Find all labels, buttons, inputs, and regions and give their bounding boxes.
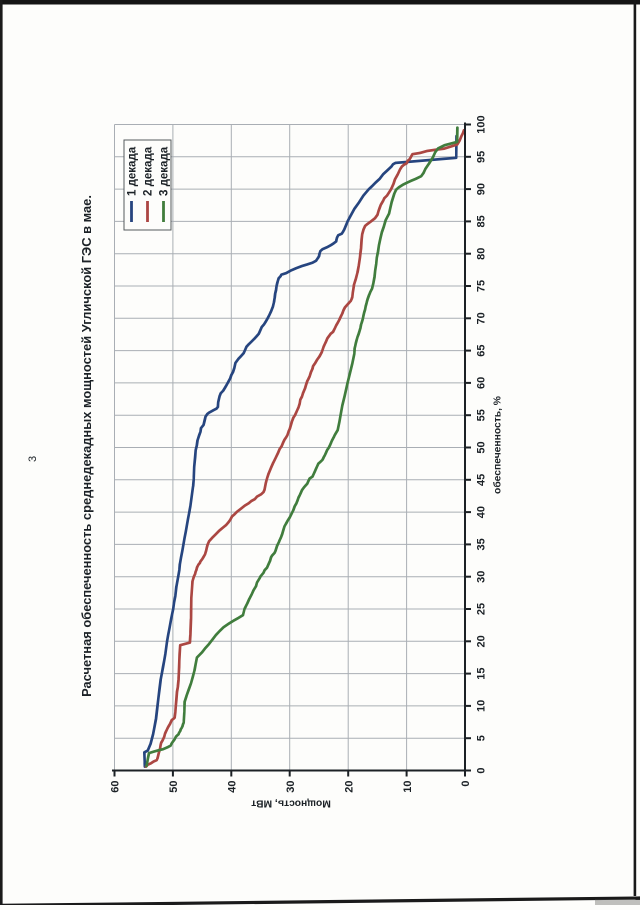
svg-text:Мощность, МВт: Мощность, МВт [251,798,331,809]
svg-text:55: 55 [476,409,488,421]
svg-text:3: 3 [27,456,39,462]
svg-text:60: 60 [476,377,488,389]
svg-text:30: 30 [476,571,488,583]
svg-text:0: 0 [460,781,472,787]
svg-text:1 декада: 1 декада [127,146,139,196]
svg-text:10: 10 [402,781,414,793]
svg-text:80: 80 [476,248,488,260]
svg-text:25: 25 [476,603,488,615]
svg-text:20: 20 [343,781,355,793]
svg-text:65: 65 [476,344,488,356]
svg-text:50: 50 [476,441,488,453]
svg-text:75: 75 [476,280,488,292]
svg-text:35: 35 [476,538,488,550]
svg-text:90: 90 [476,183,488,195]
svg-text:70: 70 [476,312,488,324]
svg-text:40: 40 [476,506,488,518]
svg-text:40: 40 [227,781,239,793]
svg-text:100: 100 [476,115,488,133]
svg-text:20: 20 [476,635,488,647]
svg-text:15: 15 [476,667,488,679]
svg-text:0: 0 [476,767,488,773]
svg-text:95: 95 [476,151,488,163]
svg-text:5: 5 [476,735,488,741]
svg-text:3 декада: 3 декада [159,146,171,196]
svg-text:10: 10 [476,700,488,712]
svg-text:60: 60 [110,781,122,793]
svg-text:85: 85 [476,215,488,227]
svg-text:2 декада: 2 декада [143,146,155,196]
svg-text:50: 50 [168,781,180,793]
svg-text:30: 30 [285,781,297,793]
svg-text:45: 45 [476,474,488,486]
svg-text:обеспеченность, %: обеспеченность, % [492,396,504,494]
svg-text:Расчетная обеспеченность средн: Расчетная обеспеченность среднедекадных … [79,195,94,697]
